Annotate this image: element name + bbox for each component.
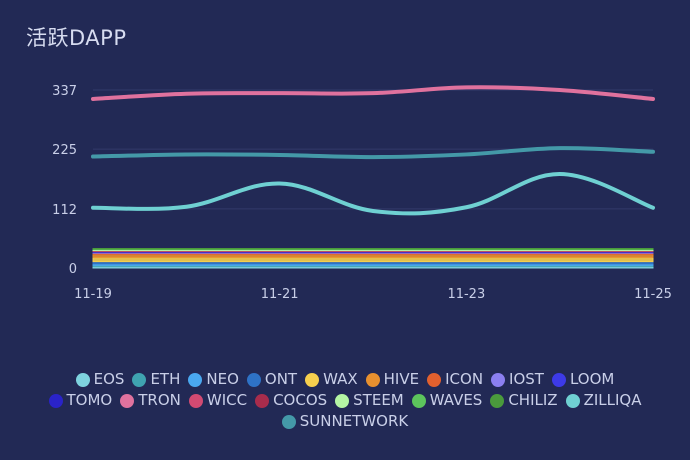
legend-label: ONT — [264, 370, 298, 388]
legend-item-neo[interactable]: NEO — [188, 370, 239, 389]
legend-label: ZILLIQA — [583, 391, 642, 409]
legend-dot-icon — [551, 372, 566, 387]
series-tron-line — [91, 85, 655, 101]
legend-dot-icon — [427, 372, 442, 387]
legend-dot-icon — [490, 393, 505, 408]
legend-dot-icon — [188, 372, 203, 387]
y-tick-label: 0 — [69, 262, 77, 277]
legend-label: LOOM — [569, 370, 615, 388]
legend-dot-icon — [305, 372, 320, 387]
legend-label: EOS — [93, 370, 125, 388]
legend-item-wicc[interactable]: WICC — [188, 391, 248, 410]
legend-dot-icon — [246, 372, 261, 387]
x-tick-label: 11-23 — [447, 287, 485, 302]
series-sunnetwork-line — [91, 146, 655, 160]
legend-dot-icon — [565, 393, 580, 408]
legend-item-sunnetwork[interactable]: SUNNETWORK — [281, 412, 409, 431]
legend-item-loom[interactable]: LOOM — [551, 370, 615, 389]
legend-item-iost[interactable]: IOST — [491, 370, 544, 389]
gridlines — [93, 89, 653, 269]
legend-item-eth[interactable]: ETH — [132, 370, 180, 389]
legend-label: ICON — [445, 370, 484, 388]
legend-dot-icon — [48, 393, 63, 408]
legend-dot-icon — [188, 393, 203, 408]
legend-dot-icon — [255, 393, 270, 408]
legend-dot-icon — [491, 372, 506, 387]
legend-item-waves[interactable]: WAVES — [411, 391, 483, 410]
legend-label: NEO — [206, 370, 239, 388]
chart-title: 活跃DAPP — [26, 26, 127, 50]
legend: EOS ETH NEO ONT WAX HIVE ICON IOST LOOM TOMO TRON W… — [40, 370, 650, 431]
legend-item-zilliqa[interactable]: ZILLIQA — [565, 391, 642, 410]
legend-dot-icon — [335, 393, 350, 408]
legend-label: CHILIZ — [508, 391, 558, 409]
legend-label: IOST — [509, 370, 544, 388]
legend-label: WAVES — [429, 391, 483, 409]
minor-series-bands — [92, 247, 654, 269]
legend-dot-icon — [75, 372, 90, 387]
legend-dot-icon — [281, 414, 296, 429]
legend-label: STEEM — [353, 391, 404, 409]
y-tick-label: 112 — [52, 203, 77, 218]
legend-label: SUNNETWORK — [299, 412, 409, 430]
legend-dot-icon — [120, 393, 135, 408]
legend-item-wax[interactable]: WAX — [305, 370, 358, 389]
legend-item-cocos[interactable]: COCOS — [255, 391, 327, 410]
x-tick-label: 11-19 — [74, 287, 112, 302]
legend-item-tron[interactable]: TRON — [120, 391, 181, 410]
legend-item-ont[interactable]: ONT — [246, 370, 298, 389]
legend-label: HIVE — [383, 370, 420, 388]
legend-item-tomo[interactable]: TOMO — [48, 391, 113, 410]
x-tick-label: 11-21 — [261, 287, 299, 302]
legend-label: TRON — [138, 391, 181, 409]
legend-dot-icon — [132, 372, 147, 387]
legend-dot-icon — [365, 372, 380, 387]
x-axis-ticks: 11-19 11-21 11-23 11-25 — [74, 287, 672, 302]
x-tick-label: 11-25 — [634, 287, 672, 302]
legend-label: ETH — [150, 370, 181, 388]
series-lines — [91, 85, 655, 216]
legend-dot-icon — [411, 393, 426, 408]
legend-item-eos[interactable]: EOS — [75, 370, 125, 389]
legend-label: WAX — [323, 370, 358, 388]
y-axis-ticks: 0 112 225 337 — [52, 84, 77, 277]
series-wax-area — [92, 256, 654, 263]
series-chiliz-area — [92, 247, 654, 250]
legend-item-steem[interactable]: STEEM — [335, 391, 404, 410]
legend-item-icon[interactable]: ICON — [427, 370, 483, 389]
legend-item-chiliz[interactable]: CHILIZ — [490, 391, 558, 410]
line-chart: 0 112 225 337 11-19 11-21 11-23 11-25 — [52, 84, 672, 302]
y-tick-label: 337 — [52, 84, 77, 99]
y-tick-label: 225 — [52, 143, 77, 158]
legend-label: COCOS — [273, 391, 328, 409]
legend-label: WICC — [206, 391, 248, 409]
series-zilliqa-line — [91, 171, 655, 216]
legend-label: TOMO — [66, 391, 113, 409]
legend-item-hive[interactable]: HIVE — [365, 370, 420, 389]
